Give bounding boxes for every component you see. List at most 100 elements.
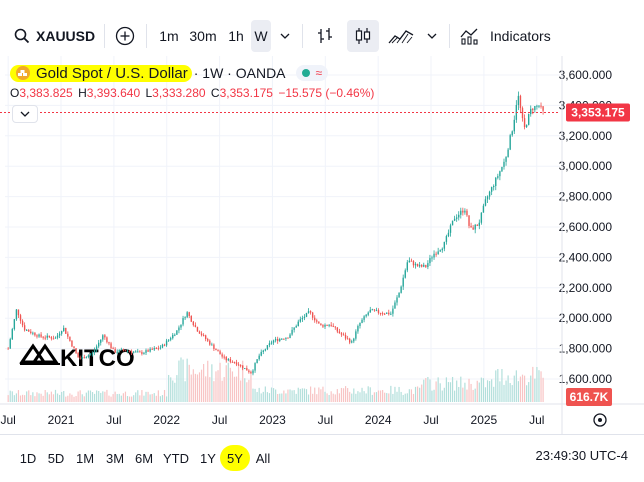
volume-bar: [135, 392, 137, 402]
volume-bar: [421, 384, 423, 402]
bar-style-button[interactable]: [312, 20, 338, 52]
volume-bar: [61, 391, 63, 402]
volume-bar: [406, 393, 408, 402]
symbol-label: XAUUSD: [36, 28, 96, 44]
candle-body: [63, 327, 65, 332]
symbol-search[interactable]: XAUUSD: [14, 20, 96, 52]
area-style-icon: [388, 30, 414, 44]
time-tick-label: 2022: [153, 413, 180, 427]
volume-bar: [217, 370, 219, 402]
volume-bar: [410, 389, 413, 402]
candle-body: [30, 331, 32, 333]
candle-body: [114, 348, 116, 353]
gear-icon: [593, 413, 607, 427]
candle-body: [379, 312, 382, 314]
candle-body: [239, 365, 242, 367]
range-5d-button[interactable]: 5D: [47, 450, 65, 466]
time-tick-label: Jul: [106, 413, 121, 427]
candle-body: [56, 335, 59, 338]
compare-symbol-button[interactable]: [112, 20, 138, 52]
candle-body: [188, 312, 190, 316]
area-style-button[interactable]: [386, 20, 416, 52]
volume-bar: [85, 392, 87, 402]
candle-body: [425, 264, 427, 268]
volume-bar: [211, 364, 213, 402]
volume-bar: [21, 394, 24, 402]
volume-bar: [256, 392, 258, 402]
volume-bar: [110, 396, 112, 402]
chart-settings-button[interactable]: [593, 413, 607, 427]
candle-body: [155, 348, 158, 350]
volume-bar: [112, 394, 114, 402]
candle-body: [54, 337, 57, 339]
volume-bar: [40, 393, 42, 402]
volume-bar: [283, 390, 285, 402]
candle-body: [83, 357, 85, 359]
range-6m-button[interactable]: 6M: [134, 450, 154, 466]
candle-body: [153, 348, 155, 350]
candle-body: [474, 224, 476, 230]
interval-w-button[interactable]: W: [251, 20, 271, 52]
volume-bar: [244, 378, 246, 402]
volume-bar: [369, 387, 371, 402]
candle-body: [225, 357, 227, 361]
range-ytd-button[interactable]: YTD: [163, 450, 189, 466]
candle-body: [270, 342, 273, 344]
chart-style-dropdown-button[interactable]: [423, 20, 441, 52]
volume-bar: [96, 390, 98, 402]
volume-bar: [9, 390, 11, 402]
legend-collapse-button[interactable]: [12, 105, 38, 123]
candle-body: [42, 336, 44, 338]
candle-body: [332, 325, 334, 327]
candle-body: [104, 335, 106, 338]
volume-bar: [194, 373, 196, 402]
range-3m-button[interactable]: 3M: [105, 450, 125, 466]
volume-bar: [198, 372, 201, 402]
volume-bar: [462, 387, 464, 402]
candle-body: [256, 359, 258, 364]
candle-body: [447, 232, 450, 237]
volume-bar: [46, 392, 48, 402]
volume-bar: [242, 360, 244, 402]
interval-1m-button[interactable]: 1m: [159, 28, 179, 44]
volume-bar: [118, 393, 120, 402]
volume-bar: [151, 394, 153, 402]
range-5y-button[interactable]: 5Y: [220, 445, 250, 471]
candle-body: [289, 334, 291, 339]
volume-bar: [351, 393, 353, 402]
volume-bar: [431, 390, 433, 402]
candle-body: [540, 105, 542, 107]
candle-body: [141, 352, 143, 354]
volume-bar: [392, 393, 394, 402]
range-1d-button[interactable]: 1D: [19, 450, 37, 466]
range-all-button[interactable]: All: [255, 450, 271, 466]
volume-bar: [184, 381, 186, 402]
range-1m-button[interactable]: 1M: [75, 450, 95, 466]
volume-bar: [161, 395, 164, 402]
candle-body: [73, 346, 75, 349]
interval-dropdown-button[interactable]: [276, 20, 294, 52]
candle-body: [65, 327, 67, 334]
volume-bar: [382, 389, 384, 402]
candle-style-button[interactable]: [347, 20, 379, 52]
candle-body: [36, 335, 38, 337]
add-symbol-icon: [115, 26, 135, 46]
candle-body: [143, 352, 145, 354]
volume-bar: [394, 386, 396, 402]
interval-1h-button[interactable]: 1h: [228, 28, 244, 44]
range-1y-button[interactable]: 1Y: [200, 450, 216, 466]
volume-bar: [137, 390, 139, 402]
candle-body: [7, 348, 9, 350]
candle-body: [157, 348, 160, 350]
market-status-pill[interactable]: ≈: [295, 65, 329, 81]
candle-body: [480, 212, 483, 223]
volume-bar: [437, 377, 439, 402]
indicators-button[interactable]: Indicators: [460, 20, 556, 52]
candle-body: [19, 315, 22, 321]
volume-bar: [528, 382, 530, 402]
candle-body: [13, 319, 16, 330]
interval-30m-button[interactable]: 30m: [189, 28, 217, 44]
volume-bar: [262, 391, 264, 402]
price-chart[interactable]: KITCO 3,600.0003,400.0003,200.0003,000.0…: [0, 56, 644, 436]
candles: [7, 91, 544, 376]
